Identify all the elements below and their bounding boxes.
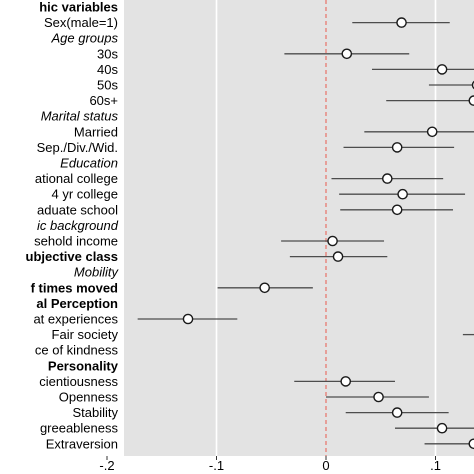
group-header-label: al Perception xyxy=(36,296,118,311)
row-label: Stability xyxy=(72,405,118,420)
grid-lines xyxy=(106,0,437,456)
row-label: Extraversion xyxy=(46,436,118,451)
group-header-label: Mobility xyxy=(74,265,120,280)
plot-panel xyxy=(124,0,474,456)
x-tick-label: -.2 xyxy=(99,458,114,473)
row-label: Openness xyxy=(59,390,119,405)
row-label: greeableness xyxy=(40,421,119,436)
confidence-intervals xyxy=(137,21,474,445)
point-estimate xyxy=(332,251,344,262)
row-label: Married xyxy=(74,124,118,139)
x-tick-label: -.1 xyxy=(209,458,224,473)
group-header-label: Personality xyxy=(48,358,119,373)
point-estimate xyxy=(341,48,353,60)
row-label: Sex(male=1) xyxy=(44,15,118,30)
row-label: 40s xyxy=(97,62,118,77)
row-label: f times moved xyxy=(31,280,118,295)
row-label: 50s xyxy=(97,78,118,93)
row-label: 30s xyxy=(97,46,118,61)
row-label: 60s+ xyxy=(89,93,118,108)
point-estimate xyxy=(391,142,403,153)
group-header-label: ic background xyxy=(37,218,119,233)
row-label: ubjective class xyxy=(26,249,119,264)
row-label: Fair society xyxy=(52,327,119,342)
point-estimate xyxy=(327,235,338,247)
x-tick-label: .1 xyxy=(430,458,441,473)
row-label: ational college xyxy=(35,171,118,186)
group-header-label: Marital status xyxy=(41,109,119,124)
point-estimate xyxy=(396,17,407,28)
point-estimate xyxy=(373,391,384,403)
row-label: ce of kindness xyxy=(35,343,119,358)
point-estimate xyxy=(382,173,393,184)
point-estimate xyxy=(182,313,194,325)
point-estimate xyxy=(436,422,448,434)
point-estimate xyxy=(436,64,448,75)
row-label: cientiousness xyxy=(39,374,118,389)
panel-background xyxy=(124,0,474,456)
group-header-label: Education xyxy=(60,156,118,171)
point-estimate xyxy=(426,126,438,138)
point-estimate xyxy=(468,438,474,450)
row-label: at experiences xyxy=(33,312,118,327)
x-tick-label: 0 xyxy=(322,458,329,473)
point-estimate xyxy=(468,95,474,106)
group-header-label: hic variables xyxy=(39,0,118,15)
row-label: Sep./Div./Wid. xyxy=(37,140,118,155)
row-label: sehold income xyxy=(34,234,118,249)
group-header-label: Age groups xyxy=(51,31,119,46)
point-estimate xyxy=(397,188,408,200)
point-estimate xyxy=(259,282,270,294)
point-estimates xyxy=(182,17,474,450)
x-axis: -.2 -.1 0 .1 xyxy=(99,456,441,473)
row-label: aduate school xyxy=(37,202,118,217)
point-estimate xyxy=(391,407,403,418)
point-estimate xyxy=(391,204,403,216)
point-estimate xyxy=(340,376,352,387)
row-label: 4 yr college xyxy=(52,187,118,202)
